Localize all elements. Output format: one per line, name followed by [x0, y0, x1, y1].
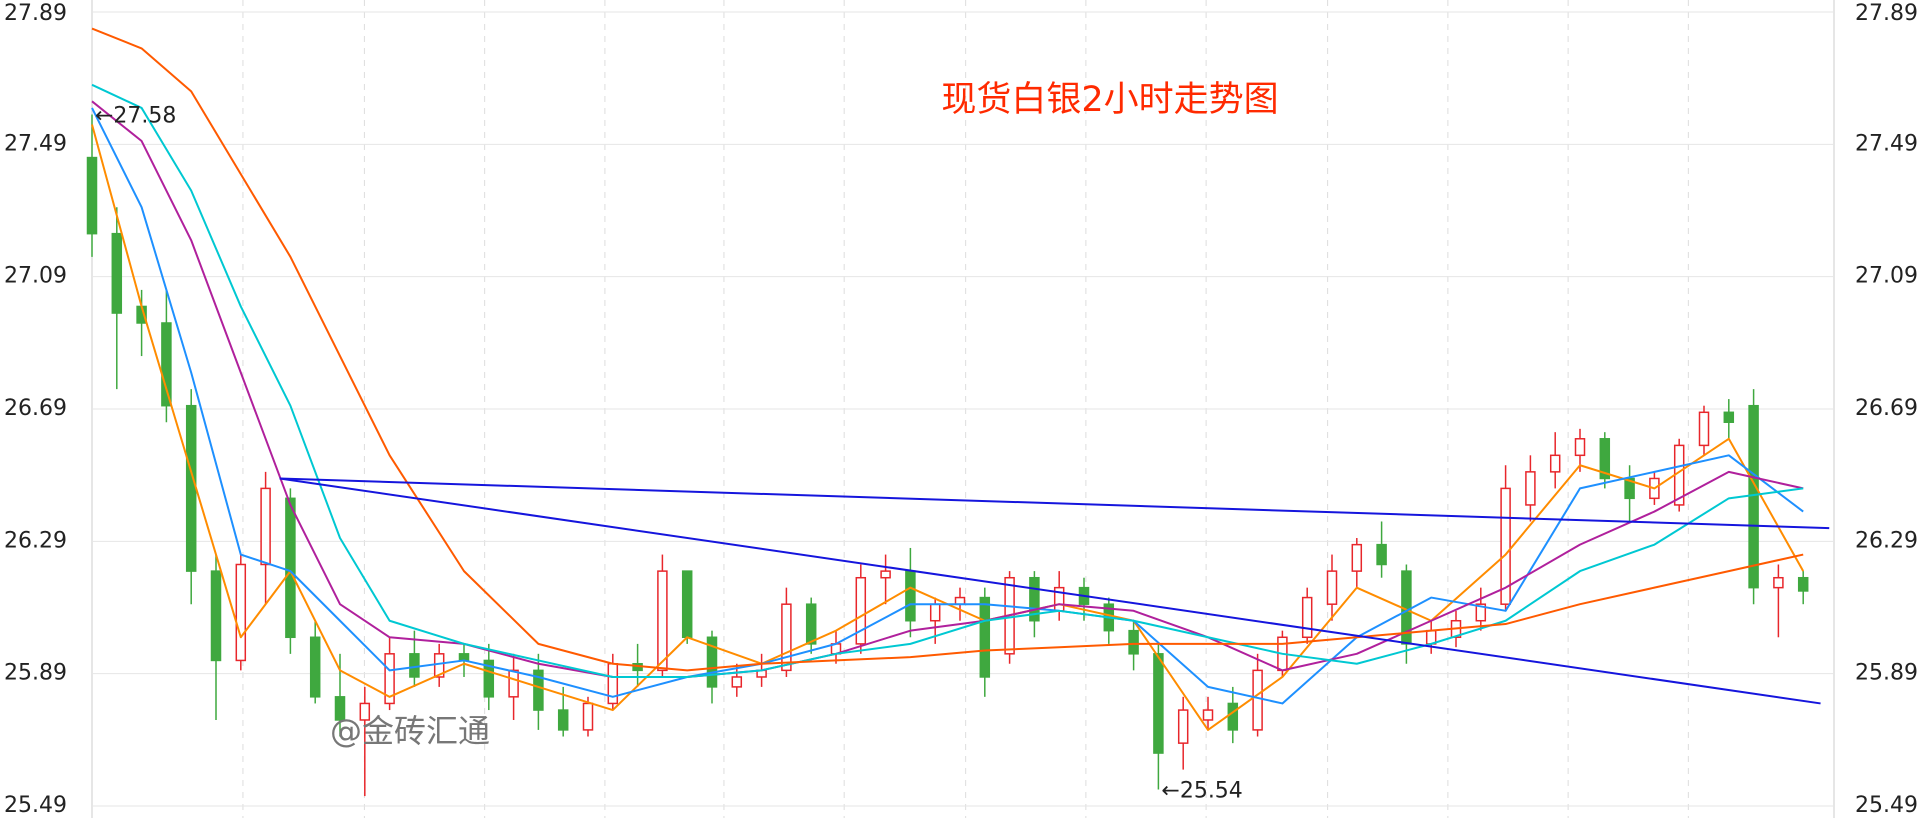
candle-body — [359, 702, 371, 721]
annotation: ←27.58 — [95, 104, 176, 129]
candle-body — [1599, 438, 1611, 480]
candle-body — [681, 570, 693, 639]
y-tick-label-right: 27.09 — [1855, 264, 1918, 289]
candle-body — [1698, 411, 1710, 447]
chart-title: 现货白银2小时走势图 — [941, 80, 1278, 120]
y-tick-label-right: 25.89 — [1855, 661, 1918, 686]
candle-body — [409, 653, 420, 678]
candle-body — [384, 653, 395, 705]
candle-body — [285, 497, 296, 639]
trend-line — [279, 477, 1821, 705]
candle-body — [557, 709, 569, 731]
candle-body — [235, 563, 247, 662]
y-tick-label-right: 27.89 — [1855, 1, 1918, 26]
candle-body — [1624, 477, 1635, 500]
candle-body — [1723, 411, 1735, 423]
candle-body — [185, 404, 197, 572]
y-tick-label: 25.49 — [4, 793, 67, 818]
candle-body — [433, 653, 445, 678]
candle-body — [334, 696, 346, 721]
candle-body — [508, 669, 519, 698]
candle-body — [1797, 576, 1809, 592]
candle-body — [1227, 702, 1239, 731]
y-tick-label-right: 25.49 — [1855, 793, 1918, 818]
candle-body — [1252, 669, 1263, 731]
candle-body — [1773, 576, 1784, 589]
candle-body — [781, 603, 792, 672]
candle-body — [1475, 603, 1487, 622]
candle-body — [533, 669, 544, 711]
candle-body — [1202, 709, 1214, 721]
candle-body — [706, 636, 718, 688]
grid — [92, 0, 1834, 818]
candle-body — [1500, 487, 1511, 605]
candle-body — [1351, 543, 1363, 572]
candle-body — [1525, 471, 1536, 506]
candle-body — [111, 232, 123, 314]
y-tick-label: 27.09 — [4, 264, 67, 289]
candle-body — [210, 570, 222, 662]
candle-body — [1029, 576, 1040, 622]
candle-body — [1549, 454, 1561, 473]
y-tick-label-right: 26.69 — [1855, 396, 1918, 421]
candle-body — [979, 596, 991, 678]
candle-body — [86, 156, 98, 235]
y-tick-label: 26.69 — [4, 396, 67, 421]
y-tick-label: 25.89 — [4, 661, 67, 686]
ma-line — [91, 124, 1805, 731]
candle-body — [1574, 438, 1586, 457]
candle-body — [855, 576, 867, 645]
y-tick-label: 27.49 — [4, 131, 67, 156]
candle-body — [582, 702, 594, 731]
candle-body — [1153, 653, 1164, 754]
candle-body — [805, 603, 817, 645]
watermark: @金砖汇通 — [330, 712, 490, 750]
candle-body — [731, 676, 743, 688]
y-tick-label: 26.29 — [4, 528, 67, 553]
y-tick-label-right: 27.49 — [1855, 131, 1918, 156]
y-tick-label: 27.89 — [4, 1, 67, 26]
candle-body — [1301, 596, 1313, 639]
candle-body — [657, 570, 668, 672]
candle-body — [929, 603, 941, 622]
candle-body — [1177, 709, 1189, 744]
candle-body — [1326, 570, 1338, 605]
y-tick-label-right: 26.29 — [1855, 528, 1918, 553]
candle-body — [260, 487, 271, 566]
ma-line — [91, 27, 1804, 672]
ma-line — [91, 100, 1804, 678]
candle-body — [1748, 404, 1759, 589]
candle-body — [1376, 543, 1387, 566]
candle-body — [1128, 629, 1139, 655]
candle-body — [483, 659, 495, 698]
ma-line — [91, 107, 1804, 705]
annotation: ←25.54 — [1161, 778, 1242, 803]
candle-body — [309, 636, 321, 698]
candle-body — [905, 570, 916, 622]
candle-body — [880, 570, 891, 579]
trend-line — [279, 477, 1830, 530]
plot — [86, 27, 1830, 797]
candle-body — [161, 322, 172, 407]
